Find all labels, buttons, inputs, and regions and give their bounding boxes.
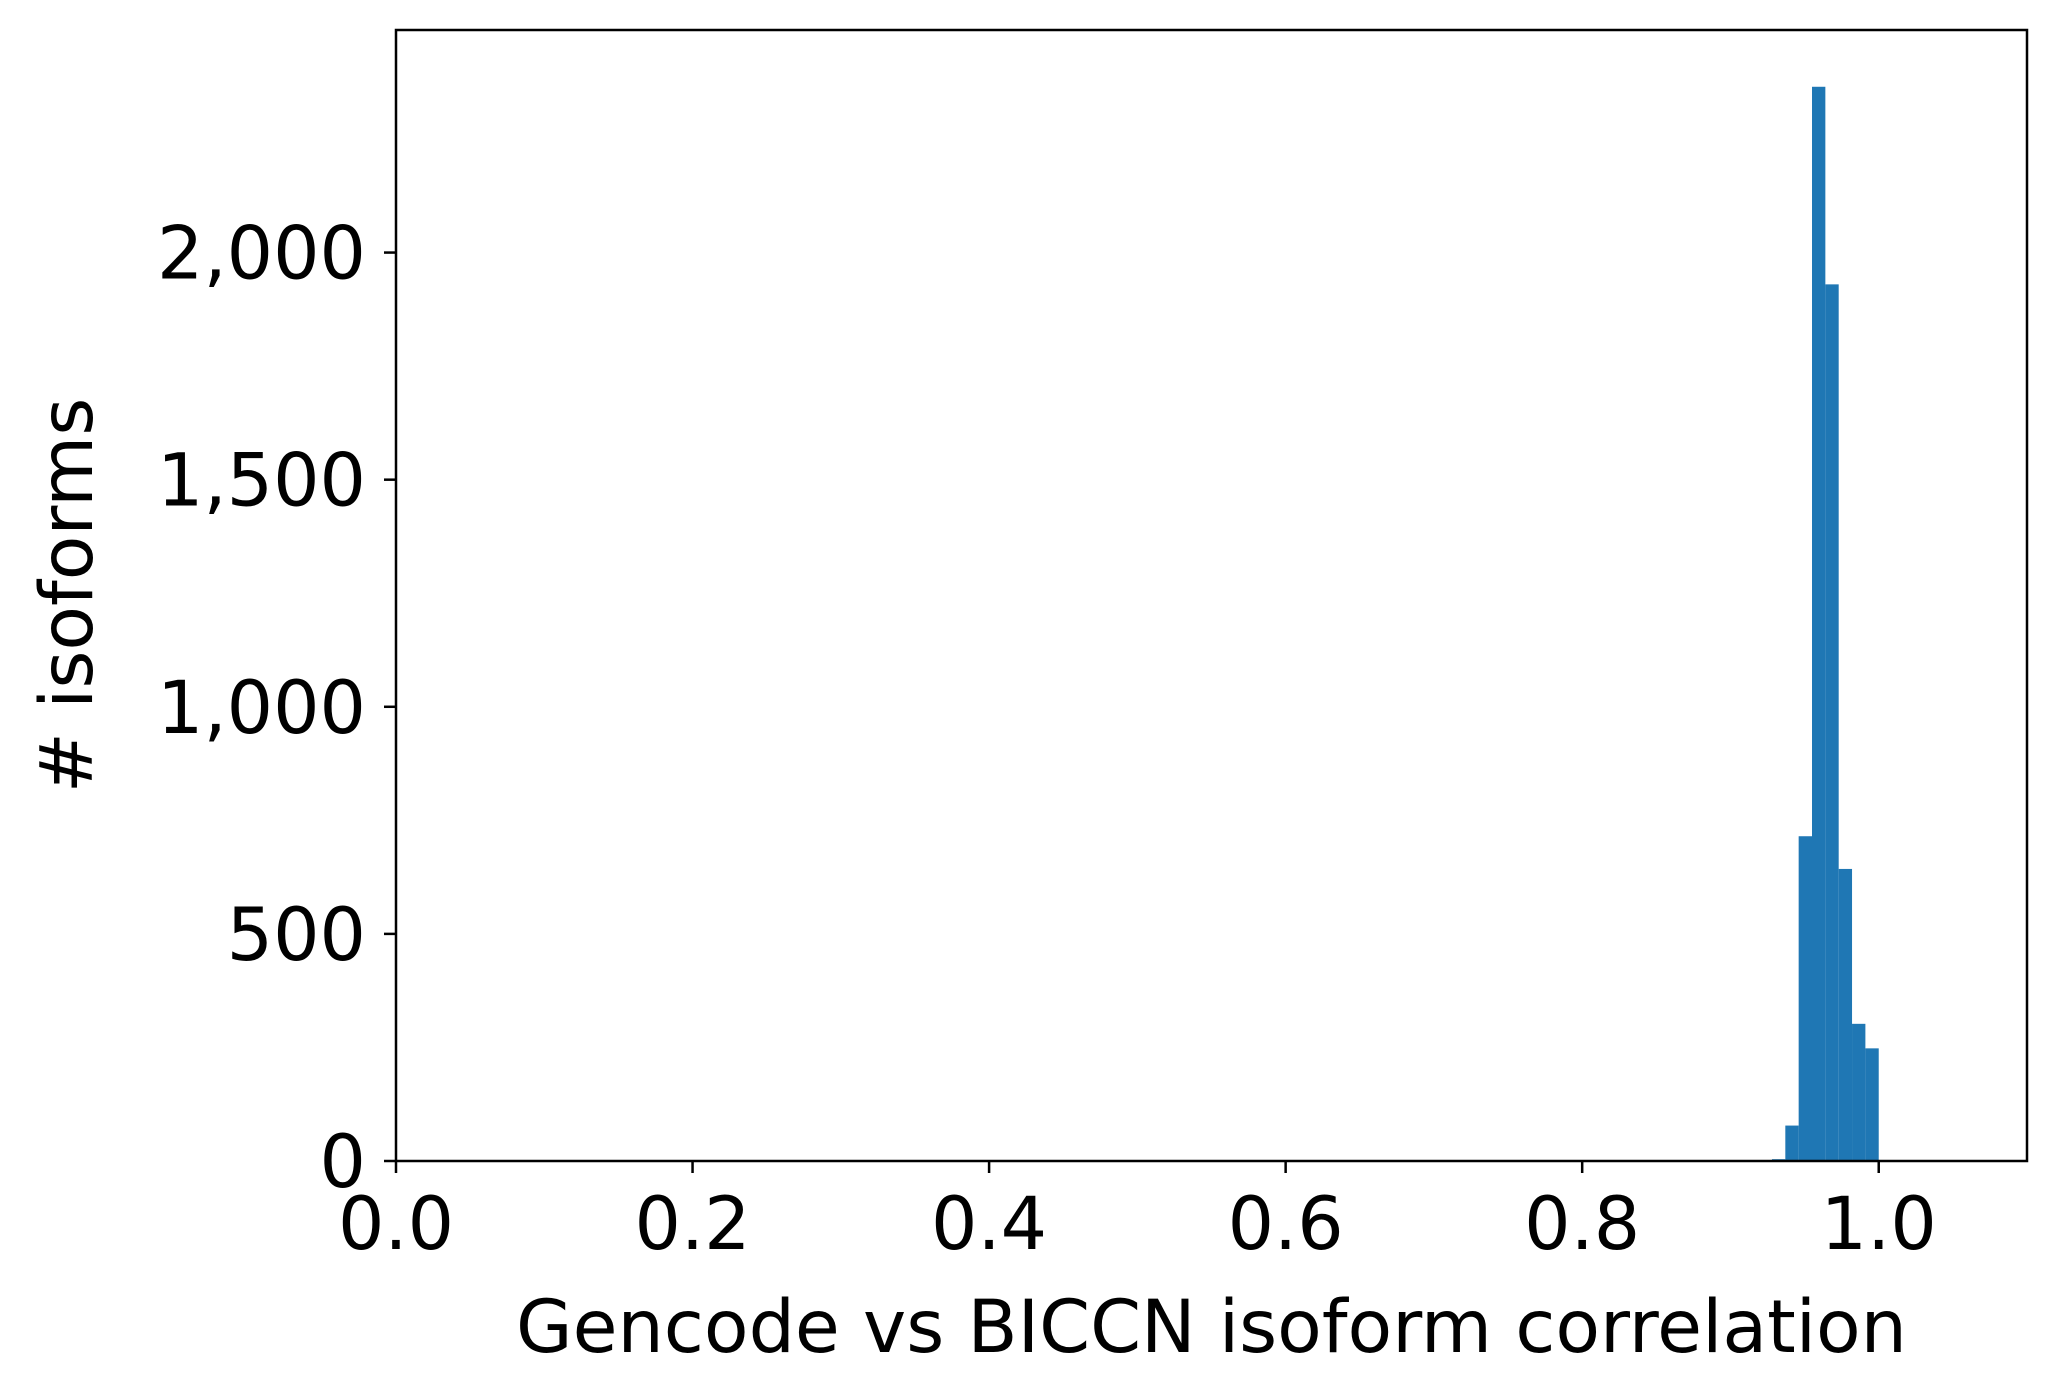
histogram-bar-7 [1865, 1048, 1879, 1161]
histogram-bar-6 [1852, 1023, 1866, 1161]
y-tick-label-2: 1,000 [157, 666, 366, 751]
plot-frame [394, 28, 2029, 1163]
x-tick-label-0: 0.0 [338, 1182, 454, 1267]
histogram-bar-4 [1825, 284, 1839, 1161]
x-tick-label-1: 0.2 [634, 1182, 750, 1267]
x-axis-label: Gencode vs BICCN isoform correlation [516, 1285, 1907, 1370]
histogram-bar-5 [1838, 868, 1853, 1161]
y-tick-label-1: 500 [227, 893, 366, 978]
histogram-bar-3 [1812, 86, 1826, 1162]
x-tick-label-3: 0.6 [1228, 1182, 1344, 1267]
histogram-bar-1 [1785, 1125, 1799, 1161]
y-tick-label-3: 1,500 [157, 439, 366, 524]
x-tick-label-4: 0.8 [1524, 1182, 1640, 1267]
y-tick-label-4: 2,000 [157, 212, 366, 297]
y-axis-label: # isoforms [25, 398, 110, 794]
x-tick-label-5: 1.0 [1821, 1182, 1937, 1267]
histogram-bars [1771, 86, 1879, 1162]
y-tick-label-0: 0 [320, 1120, 366, 1205]
histogram-bar-2 [1798, 836, 1813, 1161]
x-tick-label-2: 0.4 [931, 1182, 1047, 1267]
axis-ticks: 0.0 0.2 0.4 0.6 0.8 1.0 0 500 1,000 1,500 2,000 [157, 212, 1937, 1267]
